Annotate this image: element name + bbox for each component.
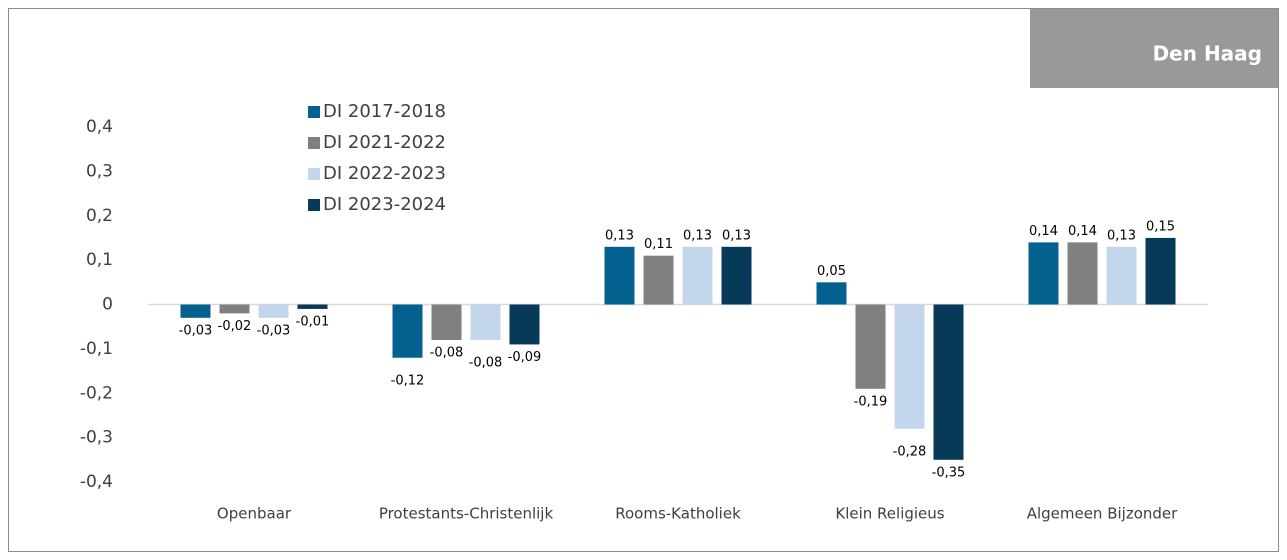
- bar: [509, 304, 540, 345]
- legend-swatch: [308, 106, 320, 118]
- value-label: -0,19: [854, 394, 888, 409]
- value-label: -0,02: [218, 319, 252, 334]
- x-tick-label: Algemeen Bijzonder: [1027, 505, 1178, 523]
- y-tick-label: 0,3: [86, 161, 113, 181]
- y-tick-label: 0: [102, 295, 113, 315]
- y-tick-label: 0,1: [86, 250, 113, 270]
- value-label: -0,01: [296, 314, 330, 329]
- value-label: 0,13: [605, 228, 634, 243]
- value-label: -0,28: [893, 444, 927, 459]
- value-label: 0,14: [1068, 224, 1097, 239]
- bar: [219, 304, 250, 314]
- value-label: -0,03: [179, 323, 213, 338]
- y-tick-label: -0,2: [80, 383, 113, 403]
- y-tick-label: -0,4: [80, 472, 113, 492]
- x-tick-label: Protestants-Christenlijk: [379, 505, 554, 523]
- bar: [1106, 246, 1137, 305]
- bar: [431, 304, 462, 340]
- x-tick-label: Klein Religieus: [835, 505, 944, 523]
- bar: [392, 304, 423, 358]
- bar: [1145, 237, 1176, 305]
- chart-title: Den Haag: [1153, 42, 1262, 66]
- legend-label: DI 2023-2024: [323, 194, 446, 215]
- value-label: 0,14: [1029, 224, 1058, 239]
- y-tick-label: -0,3: [80, 428, 113, 448]
- bar: [855, 304, 886, 389]
- value-label: 0,11: [644, 237, 673, 252]
- legend-label: DI 2017-2018: [323, 101, 446, 122]
- legend-swatch: [308, 137, 320, 149]
- bar: [682, 246, 713, 305]
- legend-swatch: [308, 168, 320, 180]
- bar: [894, 304, 925, 429]
- value-label: -0,03: [257, 323, 291, 338]
- value-label: -0,09: [508, 350, 542, 365]
- value-label: -0,12: [391, 373, 425, 388]
- x-tick-label: Openbaar: [217, 505, 292, 523]
- x-tick-label: Rooms-Katholiek: [615, 505, 741, 523]
- value-label: 0,13: [722, 228, 751, 243]
- bar: [1067, 242, 1098, 305]
- value-label: 0,15: [1146, 219, 1175, 234]
- bar: [721, 246, 752, 305]
- y-tick-label: -0,1: [80, 339, 113, 359]
- value-label: 0,05: [817, 264, 846, 279]
- value-label: 0,13: [683, 228, 712, 243]
- bar: [643, 255, 674, 305]
- y-tick-label: 0,2: [86, 206, 113, 226]
- title-box: [1030, 9, 1278, 88]
- value-label: -0,08: [469, 356, 503, 371]
- bar: [470, 304, 501, 340]
- value-label: -0,35: [932, 465, 966, 480]
- bar: [816, 282, 847, 305]
- legend-label: DI 2021-2022: [323, 132, 446, 153]
- bar: [1028, 242, 1059, 305]
- value-label: -0,08: [430, 346, 464, 361]
- bar: [297, 304, 328, 309]
- value-label: 0,13: [1107, 228, 1136, 243]
- legend-swatch: [308, 199, 320, 211]
- bar: [933, 304, 964, 460]
- bar: [258, 304, 289, 318]
- y-tick-label: 0,4: [86, 117, 113, 137]
- legend-label: DI 2022-2023: [323, 163, 446, 184]
- bar: [604, 246, 635, 305]
- bar: [180, 304, 211, 318]
